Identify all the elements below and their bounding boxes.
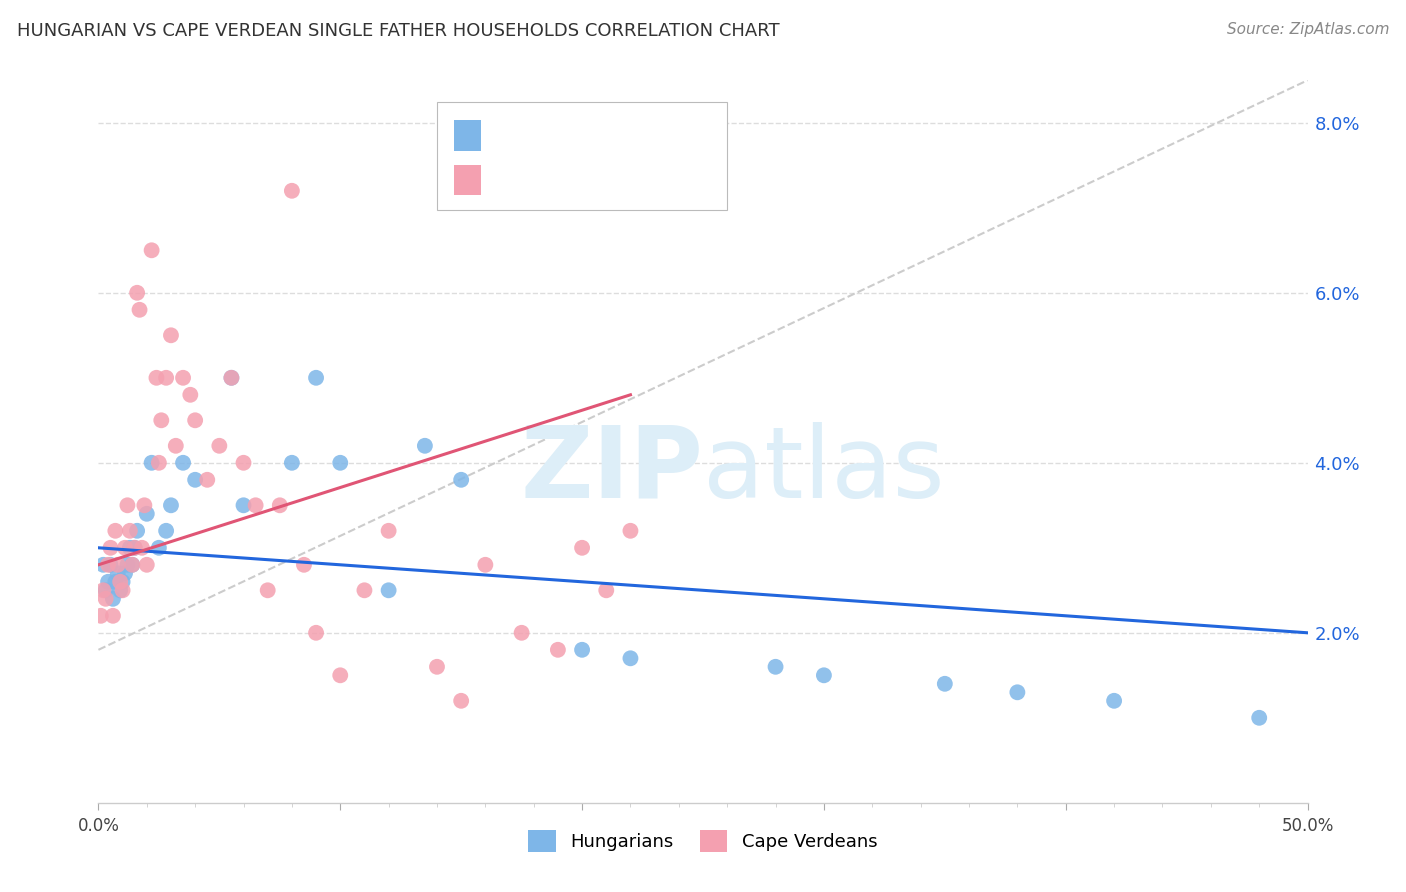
Point (104, 574, 127, 589)
Point (450, 473, 472, 487)
Text: ZIP: ZIP (520, 422, 703, 519)
Point (94, 583, 117, 598)
Point (547, 642, 569, 657)
Point (571, 541, 593, 555)
Point (97, 558, 120, 572)
Point (118, 541, 141, 555)
Point (121, 558, 143, 572)
Point (305, 625, 328, 640)
Point (934, 677, 956, 691)
Point (124, 541, 146, 555)
Point (155, 371, 177, 385)
Point (353, 583, 375, 598)
Point (111, 574, 134, 589)
Text: HUNGARIAN VS CAPE VERDEAN SINGLE FATHER HOUSEHOLDS CORRELATION CHART: HUNGARIAN VS CAPE VERDEAN SINGLE FATHER … (17, 22, 779, 40)
Point (104, 524, 127, 538)
Point (426, 660, 449, 674)
Point (292, 558, 315, 572)
Point (1007, 685, 1029, 699)
Point (128, 302, 150, 317)
Point (619, 524, 641, 538)
Point (184, 413, 207, 427)
Point (90, 608, 112, 623)
Point (221, 371, 243, 385)
Point (135, 558, 157, 572)
Point (108, 574, 131, 589)
Point (329, 456, 352, 470)
Point (221, 371, 243, 385)
Point (377, 524, 399, 538)
Point (232, 456, 254, 470)
Point (474, 558, 496, 572)
Point (118, 524, 141, 538)
Point (256, 583, 278, 598)
Point (107, 558, 129, 572)
Point (165, 439, 187, 453)
Point (141, 456, 163, 470)
Point (160, 498, 183, 512)
Point (172, 371, 194, 385)
Point (124, 541, 146, 555)
Point (100, 558, 122, 572)
Point (117, 498, 139, 512)
Point (195, 473, 218, 487)
Point (107, 566, 129, 581)
Point (329, 668, 352, 682)
Point (208, 439, 231, 453)
Point (765, 660, 787, 674)
Point (184, 473, 207, 487)
Point (127, 285, 149, 300)
Point (450, 694, 472, 708)
Point (121, 558, 143, 572)
Point (413, 439, 436, 453)
Point (141, 244, 163, 258)
Point (179, 388, 201, 402)
Point (1249, 711, 1271, 725)
Text: Source: ZipAtlas.com: Source: ZipAtlas.com (1226, 22, 1389, 37)
Point (148, 456, 170, 470)
Point (97, 574, 120, 589)
Point (127, 524, 149, 538)
Point (245, 498, 267, 512)
Point (135, 507, 157, 521)
Point (155, 524, 177, 538)
Point (101, 591, 124, 606)
Point (281, 184, 304, 198)
Point (114, 566, 136, 581)
Point (108, 583, 131, 598)
Point (148, 541, 170, 555)
Point (377, 583, 399, 598)
Point (131, 541, 153, 555)
Point (813, 668, 835, 682)
Point (134, 498, 156, 512)
Point (1102, 694, 1125, 708)
Point (94, 591, 117, 606)
Point (114, 541, 136, 555)
Text: atlas: atlas (703, 422, 945, 519)
Point (172, 456, 194, 470)
Point (111, 583, 134, 598)
Legend: Hungarians, Cape Verdeans: Hungarians, Cape Verdeans (522, 822, 884, 859)
Point (101, 608, 124, 623)
Point (232, 498, 254, 512)
Point (510, 625, 533, 640)
Point (281, 456, 304, 470)
Point (305, 371, 328, 385)
Point (150, 413, 173, 427)
Point (160, 328, 183, 343)
Point (91, 558, 114, 572)
Text: R = -0.133   N = 38: R = -0.133 N = 38 (492, 126, 655, 144)
Text: R =  0.327   N = 51: R = 0.327 N = 51 (492, 171, 655, 189)
Point (145, 371, 167, 385)
Point (571, 642, 593, 657)
Point (619, 651, 641, 665)
Point (269, 498, 291, 512)
Point (595, 583, 617, 598)
Point (100, 541, 122, 555)
Point (91, 583, 114, 598)
Point (117, 558, 139, 572)
